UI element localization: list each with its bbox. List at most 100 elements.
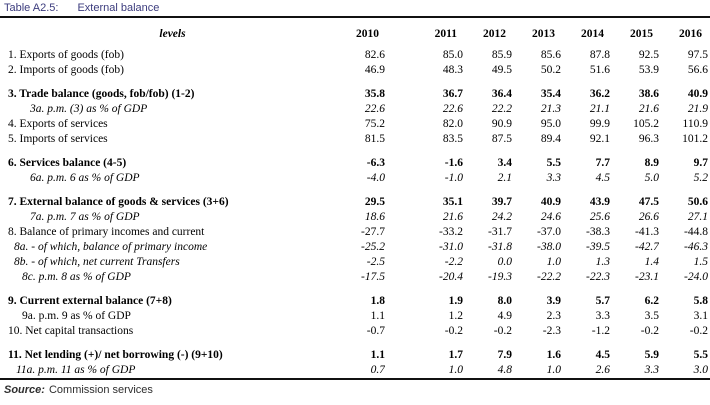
table-row: 1. Exports of goods (fob) 82.6 85.0 85.9 85.… [0, 48, 708, 63]
table-row: 6. Services balance (4-5) -6.3 -1.6 3.4 5.5 7… [0, 147, 708, 171]
value-cell-2010: 1.1 [370, 310, 385, 322]
row-label: 7a. p.m. 7 as % of GDP [30, 211, 140, 223]
value-cell-2015: 5.0 [644, 172, 659, 184]
source-label: Source: [4, 384, 45, 396]
value-cell-2012: 7.9 [497, 349, 512, 361]
value-cell-2014: 2.6 [595, 364, 610, 376]
value-cell-2012: 49.5 [491, 64, 512, 76]
value-cell-2014: -38.3 [586, 226, 610, 238]
value-cell-2011: 1.7 [448, 349, 463, 361]
value-cell-2016: 9.7 [693, 157, 708, 169]
year-header-2010: 2010 [356, 28, 379, 40]
value-cell-2014: 3.3 [595, 310, 610, 322]
value-cell-2015: 105.2 [633, 118, 659, 130]
value-cell-2010: 35.8 [364, 88, 385, 100]
table-row: 8b. - of which, net current Transfers -2.… [0, 255, 708, 270]
value-cell-2016: 110.9 [682, 118, 708, 130]
source-line: Source: Commission services [0, 380, 710, 398]
value-cell-2015: 1.4 [644, 256, 659, 268]
row-label: 8c. p.m. 8 as % of GDP [22, 271, 131, 283]
row-label: 8b. - of which, net current Transfers [14, 256, 180, 268]
value-cell-2013: 1.0 [546, 256, 561, 268]
source-text: Commission services [48, 384, 153, 396]
value-cell-2015: 6.2 [644, 295, 659, 307]
value-cell-2010: 75.2 [364, 118, 385, 130]
value-cell-2014: 43.9 [589, 196, 610, 208]
row-label: 11a. p.m. 11 as % of GDP [16, 364, 136, 376]
row-label: 6a. p.m. 6 as % of GDP [30, 172, 140, 184]
table-row: 8a. - of which, balance of primary incom… [0, 240, 708, 255]
year-header-2013: 2013 [532, 28, 555, 40]
value-cell-2010: -27.7 [361, 226, 385, 238]
value-cell-2016: -0.2 [689, 325, 708, 337]
value-cell-2016: 97.5 [687, 49, 708, 61]
value-cell-2010: 22.6 [364, 103, 385, 115]
table-row: 10. Net capital transactions -0.7 -0.2 -0.2… [0, 324, 708, 339]
value-cell-2015: 92.5 [638, 49, 659, 61]
value-cell-2011: 48.3 [442, 64, 463, 76]
value-cell-2010: -17.5 [361, 271, 385, 283]
value-cell-2012: 90.9 [491, 118, 512, 130]
value-cell-2013: 50.2 [540, 64, 561, 76]
row-label: 10. Net capital transactions [8, 325, 134, 337]
value-cell-2013: -2.3 [542, 325, 561, 337]
value-cell-2012: -0.2 [493, 325, 512, 337]
bottom-rule [0, 378, 710, 380]
value-cell-2013: 1.0 [546, 364, 561, 376]
value-cell-2010: 29.5 [364, 196, 385, 208]
table-row: 9. Current external balance (7+8) 1.8 1.9 8… [0, 285, 708, 309]
value-cell-2011: -33.2 [439, 226, 463, 238]
row-label: 3a. p.m. (3) as % of GDP [30, 103, 148, 115]
row-label: 8. Balance of primary incomes and curren… [8, 226, 205, 238]
value-cell-2014: 99.9 [589, 118, 610, 130]
value-cell-2012: 8.0 [497, 295, 512, 307]
value-cell-2015: -23.1 [635, 271, 659, 283]
row-label: 9. Current external balance (7+8) [8, 295, 172, 307]
value-cell-2011: 82.0 [442, 118, 463, 130]
value-cell-2016: -44.8 [684, 226, 708, 238]
row-label: 3. Trade balance (goods, fob/fob) (1-2) [8, 88, 195, 100]
value-cell-2012: 0.0 [497, 256, 512, 268]
value-cell-2015: 8.9 [644, 157, 659, 169]
value-cell-2014: 4.5 [595, 349, 610, 361]
value-cell-2016: -46.3 [684, 241, 708, 253]
value-cell-2013: 24.6 [540, 211, 561, 223]
table-row: 3. Trade balance (goods, fob/fob) (1-2) 3… [0, 78, 708, 102]
value-cell-2013: 1.6 [546, 349, 561, 361]
table-row: 4. Exports of services 75.2 82.0 90.9 95.0 99… [0, 117, 708, 132]
value-cell-2011: 85.0 [442, 49, 463, 61]
row-label: 11. Net lending (+)/ net borrowing (-) (… [8, 349, 223, 361]
value-cell-2013: 5.5 [546, 157, 561, 169]
row-label: 9a. p.m. 9 as % of GDP [22, 310, 131, 322]
value-cell-2014: 1.3 [595, 256, 610, 268]
value-cell-2012: 36.4 [491, 88, 512, 100]
year-header-2016: 2016 [679, 28, 702, 40]
row-label: 1. Exports of goods (fob) [8, 49, 124, 61]
value-cell-2010: -0.7 [366, 325, 385, 337]
table-row: 8c. p.m. 8 as % of GDP -17.5 -20.4 -19.3 -22… [0, 270, 708, 285]
value-cell-2014: 21.1 [589, 103, 610, 115]
value-cell-2010: 0.7 [370, 364, 385, 376]
value-cell-2014: 87.8 [589, 49, 610, 61]
value-cell-2016: 5.2 [693, 172, 708, 184]
value-cell-2013: 21.3 [540, 103, 561, 115]
value-cell-2011: 36.7 [442, 88, 463, 100]
value-cell-2013: 35.4 [540, 88, 561, 100]
table-header-row: levels 2010 2011 2012 2013 2014 2015 2016 [0, 18, 708, 48]
value-cell-2012: 87.5 [491, 133, 512, 145]
value-cell-2012: 3.4 [497, 157, 512, 169]
value-cell-2015: 3.5 [644, 310, 659, 322]
value-cell-2014: 5.7 [595, 295, 610, 307]
value-cell-2011: -1.6 [444, 157, 463, 169]
external-balance-table: levels 2010 2011 2012 2013 2014 2015 2016 1. E… [0, 18, 708, 378]
value-cell-2014: 51.6 [589, 64, 610, 76]
value-cell-2011: -2.2 [444, 256, 463, 268]
value-cell-2016: 5.5 [693, 349, 708, 361]
table-row: 7. External balance of goods & services … [0, 186, 708, 210]
value-cell-2016: 5.8 [693, 295, 708, 307]
value-cell-2015: 47.5 [638, 196, 659, 208]
value-cell-2014: 92.1 [589, 133, 610, 145]
value-cell-2012: 24.2 [491, 211, 512, 223]
value-cell-2011: 1.9 [448, 295, 463, 307]
table-row: 5. Imports of services 81.5 83.5 87.5 89.4 92… [0, 132, 708, 147]
